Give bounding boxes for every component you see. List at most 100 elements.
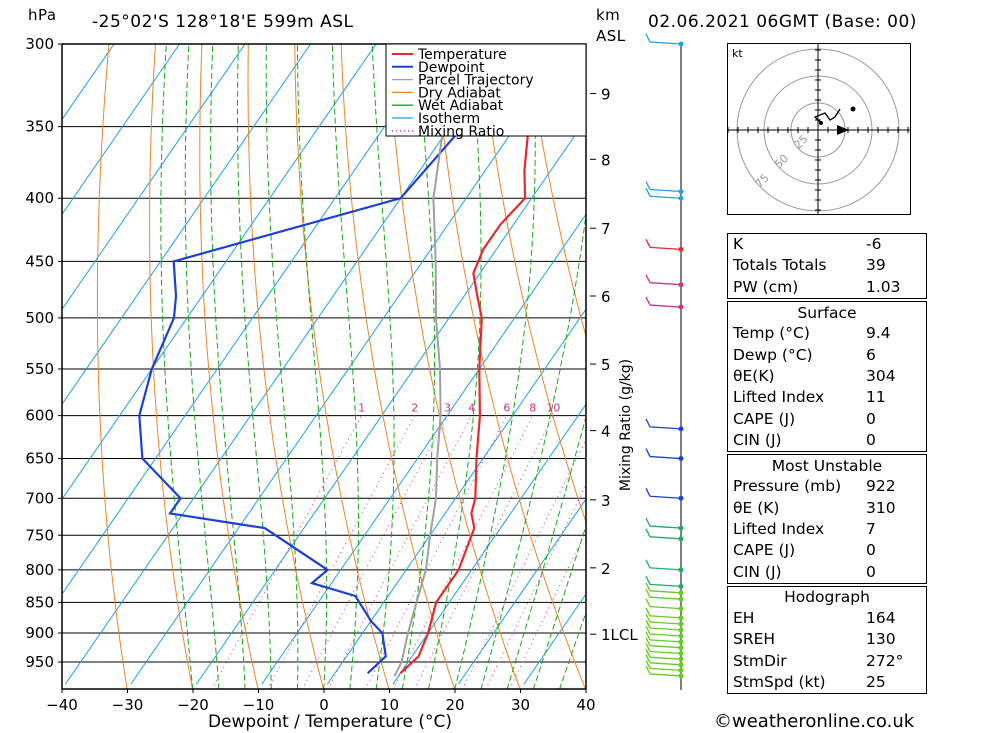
most-unstable-value: 922 xyxy=(866,477,896,496)
surface-row: CAPE (J) 0 xyxy=(728,408,927,429)
parcel-trajectory-line xyxy=(393,44,456,677)
skewt-chart: 12346810162025 3003504004505005506006507… xyxy=(25,35,638,732)
storm-motion-arrow xyxy=(837,125,849,135)
hodograph-table: Hodograph EH 164 SREH 130 StmDir 272° StmSpd (k… xyxy=(727,585,927,695)
hodograph-param-label: SREH xyxy=(733,630,776,649)
hodograph-param-value: 272° xyxy=(866,651,904,670)
temperature-tick-label: −10 xyxy=(243,696,275,714)
wet-adiabat-line xyxy=(371,44,395,689)
wind-barb xyxy=(649,567,682,571)
height-tick-label: 4 xyxy=(601,423,611,441)
temperature-tick-label: −30 xyxy=(112,696,144,714)
wind-barb-flag xyxy=(645,296,651,306)
wind-barb xyxy=(649,525,682,529)
surface-row: Lifted Index 11 xyxy=(728,387,927,408)
dewpoint-line xyxy=(138,44,465,675)
most-unstable-row: Lifted Index 7 xyxy=(728,519,927,540)
isotherm-line xyxy=(62,44,115,121)
wind-barb-flag xyxy=(645,274,651,283)
mixing-ratio-label: 16 xyxy=(591,402,605,415)
hodograph-param-label: StmSpd (kt) xyxy=(733,673,826,692)
wind-barb-flag xyxy=(645,588,651,598)
most-unstable-row: CAPE (J) 0 xyxy=(728,540,927,561)
dry-adiabat-line xyxy=(387,44,521,689)
mixing-ratio-label: 3 xyxy=(444,402,451,415)
dry-adiabat-line xyxy=(247,44,325,689)
wind-barb-flag xyxy=(645,487,651,497)
surface-row: Temp (°C) 9.4 xyxy=(728,323,927,344)
isotherm-line xyxy=(62,44,311,406)
surface-label: Temp (°C) xyxy=(733,324,810,343)
wind-barb-dot xyxy=(678,426,684,432)
parameter-panel: K -6 Totals Totals 39 PW (cm) 1.03 Surface Tem… xyxy=(727,233,927,695)
temperature-tick-label: 20 xyxy=(445,696,464,714)
wind-barb xyxy=(649,662,682,666)
copyright-label: ©weatheronline.co.uk xyxy=(714,711,915,732)
wind-barb-flag xyxy=(645,582,651,592)
hodograph-param-label: StmDir xyxy=(733,651,787,670)
wind-barb-dot xyxy=(678,650,684,656)
location-label: -25°02'S 128°18'E 599m ASL xyxy=(92,12,354,32)
surface-table: Surface Temp (°C) 9.4 Dewp (°C) 6 θE(K) 304 Lif… xyxy=(727,300,927,452)
wind-barb-flag xyxy=(645,619,651,629)
height-tick-label: 5 xyxy=(601,356,611,374)
wind-barb-dot xyxy=(678,456,684,462)
wind-barb-flag xyxy=(645,528,651,538)
wet-adiabat-line xyxy=(184,44,220,689)
dry-adiabat-line xyxy=(294,44,390,689)
index-row: K -6 xyxy=(728,234,927,256)
wind-barb-dot xyxy=(678,495,684,501)
temperature-tick-label: 40 xyxy=(576,696,595,714)
wind-barb xyxy=(649,645,682,649)
pressure-tick-label: 800 xyxy=(25,561,54,579)
wind-barb-dot xyxy=(678,41,684,47)
surface-label: CIN (J) xyxy=(733,430,782,449)
hodograph-param-row: SREH 130 xyxy=(728,629,927,650)
wet-adiabat-line xyxy=(401,44,435,689)
mixing-ratio-line xyxy=(327,415,473,689)
isotherm-line xyxy=(457,498,586,685)
most-unstable-value: 310 xyxy=(866,498,896,517)
isotherm-line xyxy=(62,44,377,501)
wind-barb xyxy=(649,650,682,655)
dry-adiabat-line xyxy=(199,44,259,689)
wind-barb-dot xyxy=(678,596,684,602)
temperature-tick-label: −20 xyxy=(177,696,209,714)
isotherm-line xyxy=(261,213,586,685)
wind-barb-dot xyxy=(678,590,684,596)
temperature-tick-label: −40 xyxy=(46,696,78,714)
wind-barb xyxy=(649,590,682,594)
most-unstable-label: CAPE (J) xyxy=(733,541,796,560)
hodograph-origin-point xyxy=(819,121,823,125)
wind-barb-dot xyxy=(678,633,684,639)
legend-entry: Parcel Trajectory xyxy=(418,73,534,89)
wind-barb-flag xyxy=(645,187,651,197)
wind-barb-dot xyxy=(678,639,684,645)
wind-barb-dot xyxy=(678,621,684,627)
wind-barb-flag xyxy=(645,418,651,428)
dry-adiabat-line xyxy=(149,44,194,689)
dry-adiabat-line xyxy=(480,44,586,524)
dry-adiabat-line xyxy=(526,44,586,339)
wind-barb-flag xyxy=(645,576,651,585)
datetime-label: 02.06.2021 06GMT (Base: 00) xyxy=(648,12,917,32)
height-unit-label: km xyxy=(596,6,621,24)
pressure-tick-label: 900 xyxy=(25,624,54,642)
wind-barb-flag xyxy=(645,660,651,669)
pressure-tick-label: 650 xyxy=(25,450,54,468)
most-unstable-value: 0 xyxy=(866,562,876,581)
wind-barb xyxy=(649,282,682,286)
wind-barb-dot xyxy=(678,246,684,252)
index-value: 1.03 xyxy=(866,277,901,296)
height-tick-label: 9 xyxy=(601,85,611,103)
wind-barb-flag xyxy=(645,517,651,527)
wind-barb-dot xyxy=(678,667,684,673)
mixing-ratio-label: 10 xyxy=(546,402,560,415)
pressure-tick-label: 750 xyxy=(25,526,54,544)
surface-value: 304 xyxy=(866,366,896,385)
wind-barb-flag xyxy=(645,33,651,43)
wind-barb xyxy=(649,304,682,308)
wind-barb xyxy=(649,656,682,660)
